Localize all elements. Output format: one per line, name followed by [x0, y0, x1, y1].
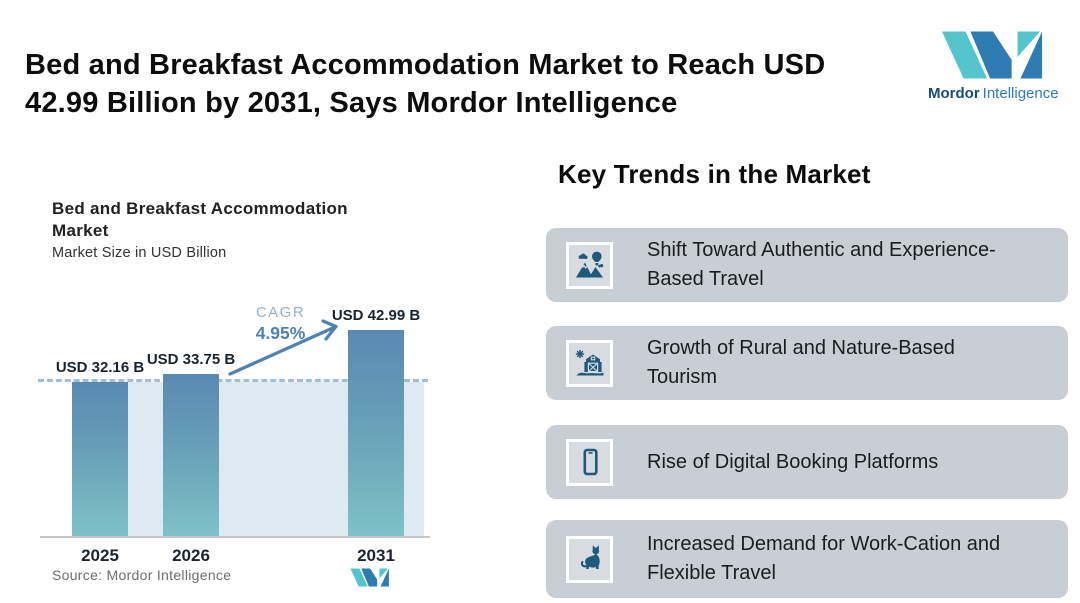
trend-text-line: Increased Demand for Work-Cation and — [647, 533, 1001, 555]
trend-card-workcation: Increased Demand for Work-Cation and Fle… — [546, 520, 1068, 598]
page-title-line-1: Bed and Breakfast Accommodation Market t… — [25, 49, 826, 81]
x-axis-tick-label: 2026 — [172, 546, 210, 565]
chart-title: Bed and Breakfast Accommodation Market — [52, 199, 348, 240]
trends-heading: Key Trends in the Market — [558, 159, 871, 189]
x-axis-tick-label: 2025 — [81, 546, 119, 565]
bar-rect — [348, 330, 404, 537]
trend-text-line: Shift Toward Authentic and Experience- — [647, 239, 996, 261]
brand-logo: Mordor Intelligence — [928, 30, 1059, 102]
bar-rect — [72, 382, 128, 537]
smartphone-icon — [583, 448, 598, 476]
brand-logo-text: Mordor Intelligence — [928, 85, 1059, 102]
icon-tile — [566, 438, 613, 486]
mordor-intelligence-mini-logo-icon — [350, 568, 390, 587]
x-axis-line — [40, 536, 430, 538]
cagr-value: 4.95% — [255, 323, 306, 343]
trend-card-rural-tourism: Growth of Rural and Nature-Based Tourism — [546, 326, 1068, 400]
x-axis-tick-label: 2031 — [357, 546, 395, 565]
mordor-intelligence-logo-icon — [941, 30, 1045, 80]
trend-text-line: Growth of Rural and Nature-Based — [647, 337, 955, 359]
baseline-dashed-line — [38, 379, 428, 382]
trend-text: Rise of Digital Booking Platforms — [647, 448, 1068, 477]
cagr-label: CAGR — [255, 304, 306, 321]
mountains-balloon-icon — [575, 251, 603, 278]
icon-tile — [566, 241, 613, 289]
icon-tile — [566, 535, 613, 583]
bar-rect — [163, 374, 219, 537]
bar-2025: USD 32.16 B 2025 — [56, 359, 144, 565]
bar-value-label: USD 32.16 B — [55, 359, 145, 376]
trend-card-authentic-travel: Shift Toward Authentic and Experience- B… — [546, 228, 1068, 302]
trend-text: Increased Demand for Work-Cation and Fle… — [647, 530, 1068, 588]
trend-card-digital-booking: Rise of Digital Booking Platforms — [546, 425, 1068, 499]
trend-text-line: Flexible Travel — [647, 562, 776, 584]
bar-value-label: USD 42.99 B — [331, 307, 421, 324]
barn-sun-icon — [575, 349, 603, 376]
trend-text-line: Based Travel — [647, 268, 764, 290]
page-title: Bed and Breakfast Accommodation Market t… — [25, 46, 915, 122]
brand-name-primary: Mordor — [928, 85, 980, 102]
brand-name-secondary: Intelligence — [982, 85, 1059, 102]
chart-subtitle: Market Size in USD Billion — [52, 245, 227, 261]
chart-source: Source: Mordor Intelligence — [52, 567, 232, 583]
trend-text: Growth of Rural and Nature-Based Tourism — [647, 334, 1068, 392]
page-title-line-2: 42.99 Billion by 2031, Says Mordor Intel… — [25, 87, 678, 119]
trend-text: Shift Toward Authentic and Experience- B… — [647, 236, 1068, 294]
growth-arrow-icon — [228, 319, 338, 376]
bar-2026: USD 33.75 B 2026 — [147, 351, 235, 565]
trend-text-line: Rise of Digital Booking Platforms — [647, 450, 939, 473]
bar-value-label: USD 33.75 B — [146, 351, 236, 368]
cagr-annotation: CAGR 4.95% — [238, 304, 323, 344]
trend-text-line: Tourism — [647, 366, 718, 388]
bar-2031: USD 42.99 B 2031 — [332, 307, 420, 565]
icon-tile — [566, 339, 613, 387]
cat-icon — [580, 545, 600, 569]
